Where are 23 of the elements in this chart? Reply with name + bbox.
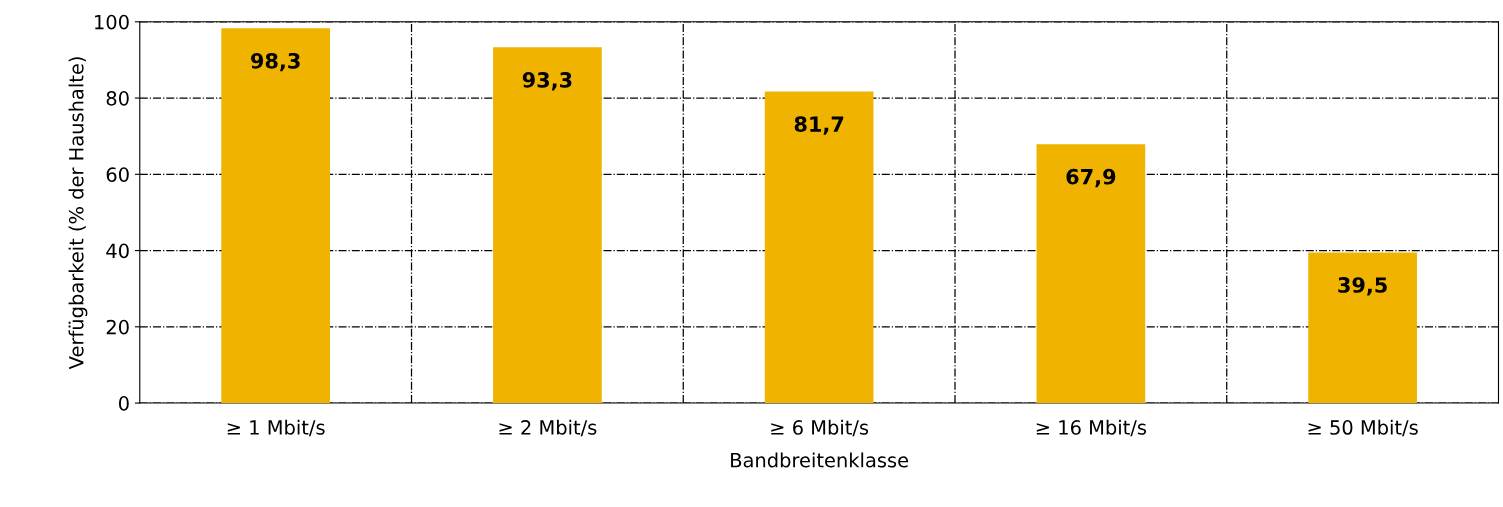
y-tick-label: 60 — [106, 167, 129, 182]
bar — [493, 47, 602, 404]
data-label: 81,7 — [794, 116, 844, 135]
x-tick-label: ≥ 16 Mbit/s — [1036, 419, 1147, 437]
x-tick-label: ≥ 50 Mbit/s — [1308, 419, 1418, 437]
bar — [221, 28, 330, 404]
bar — [764, 91, 874, 404]
x-tick-label: ≥ 6 Mbit/s — [771, 419, 869, 437]
y-tick-label: 100 — [95, 14, 129, 30]
y-tick-label: 80 — [106, 91, 129, 106]
data-label: 98,3 — [251, 52, 300, 72]
data-label: 93,3 — [522, 72, 572, 91]
x-tick-label: ≥ 2 Mbit/s — [499, 419, 597, 437]
y-tick-label: 40 — [106, 243, 129, 259]
x-tick-label: ≥ 1 Mbit/s — [227, 419, 325, 437]
data-label: 39,5 — [1338, 277, 1387, 296]
bar — [1036, 144, 1146, 404]
data-label: 67,9 — [1066, 168, 1116, 188]
y-tick-label: 20 — [106, 319, 129, 335]
x-axis-title: Bandbreitenklasse — [731, 452, 909, 468]
y-axis-title: Verfügbarkeit (% der Haushalte) — [68, 57, 88, 370]
y-tick-label: 0 — [118, 396, 129, 411]
bar — [1308, 252, 1417, 404]
